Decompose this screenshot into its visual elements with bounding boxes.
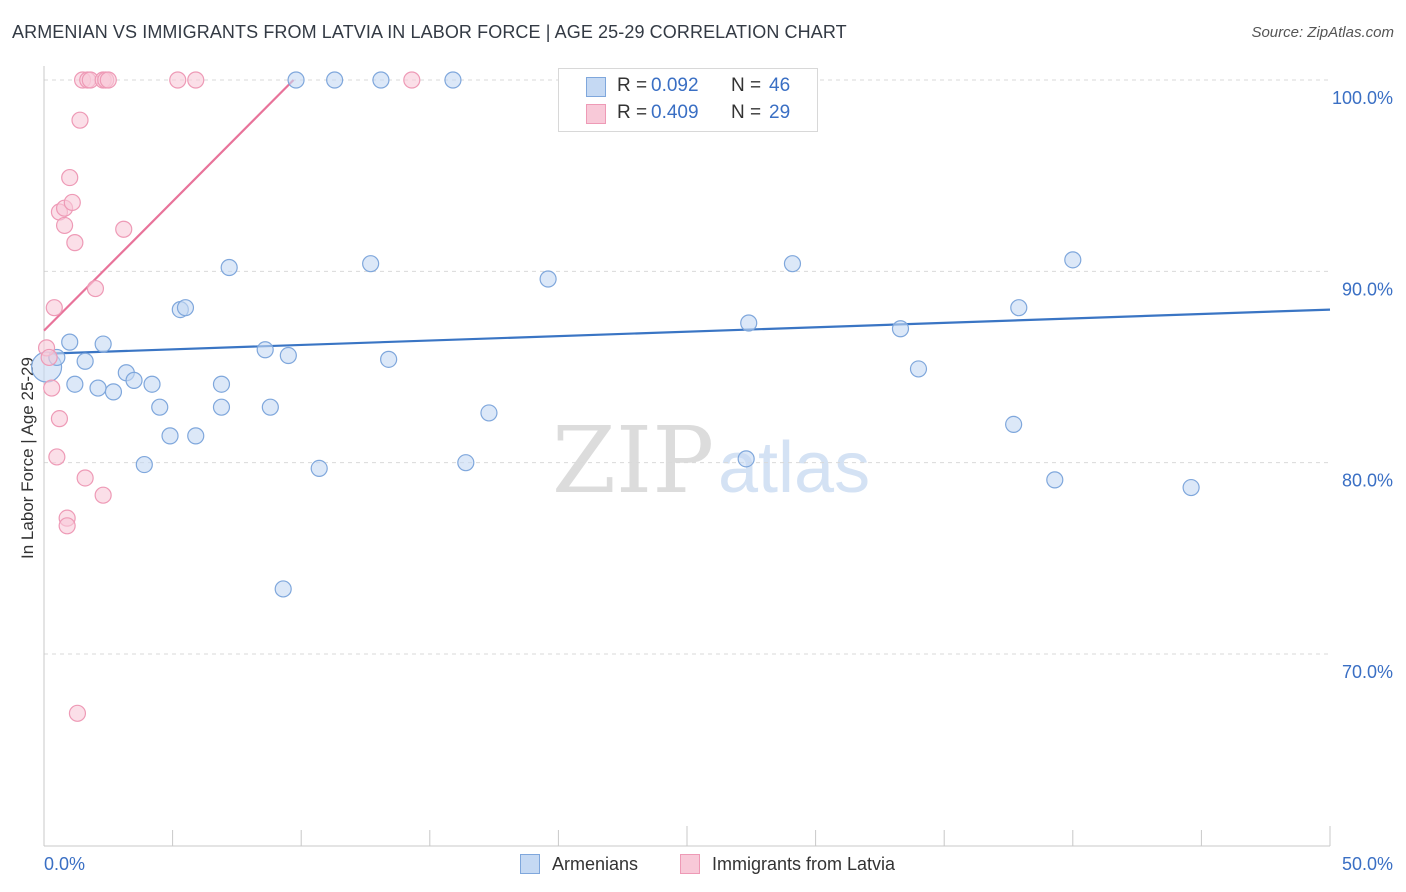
point-armenians: [176, 299, 195, 317]
point-latvia: [115, 220, 133, 238]
point-armenians: [261, 398, 279, 416]
legend-r-value-latvia: 0.409: [651, 102, 699, 123]
point-latvia: [403, 71, 421, 89]
grid-lines: [44, 79, 1330, 655]
legend-label-latvia: Immigrants from Latvia: [712, 853, 896, 874]
point-latvia: [68, 704, 87, 722]
legend-item-armenians: Armenians: [520, 852, 638, 876]
point-armenians: [326, 71, 344, 89]
point-armenians: [380, 350, 398, 368]
legend-swatch-armenians: [520, 854, 540, 874]
point-armenians: [61, 333, 79, 351]
point-latvia: [58, 517, 76, 535]
point-armenians: [212, 375, 231, 393]
point-armenians: [1182, 478, 1200, 497]
legend-r-value-armenians: 0.092: [651, 75, 699, 96]
correlation-legend: R = 0.092 N = 46 R = 0.409 N = 29: [558, 68, 818, 132]
point-armenians: [783, 255, 802, 273]
point-latvia: [71, 111, 89, 129]
point-armenians: [444, 71, 462, 89]
point-armenians: [372, 71, 390, 89]
point-armenians: [151, 398, 169, 416]
point-armenians: [310, 459, 328, 478]
point-armenians: [104, 383, 123, 401]
point-armenians: [274, 580, 292, 598]
trend-line-armenians: [49, 308, 1331, 355]
legend-item-latvia: Immigrants from Latvia: [680, 852, 895, 876]
y-tick-label: 70.0%: [1342, 662, 1393, 682]
chart-source: Source: ZipAtlas.com: [1251, 24, 1394, 41]
legend-r-label: R =: [617, 75, 648, 96]
legend-n-label: N =: [731, 102, 762, 123]
point-armenians: [457, 454, 475, 472]
point-latvia: [50, 410, 69, 428]
point-armenians: [143, 375, 161, 393]
legend-swatch-armenians: [586, 77, 606, 97]
point-latvia: [61, 168, 79, 187]
point-latvia: [76, 469, 94, 487]
point-armenians: [1010, 299, 1028, 317]
legend-swatch-latvia: [680, 854, 700, 874]
point-armenians: [187, 427, 205, 445]
point-armenians: [125, 371, 143, 389]
point-armenians: [279, 346, 297, 365]
legend-n-value-armenians: 46: [769, 75, 791, 96]
point-armenians: [891, 320, 910, 338]
legend-label-armenians: Armenians: [552, 853, 639, 874]
x-tick-label: 50.0%: [1342, 854, 1393, 874]
point-armenians: [256, 341, 274, 359]
point-armenians: [94, 335, 112, 353]
point-armenians: [539, 270, 557, 288]
point-latvia: [45, 299, 63, 317]
point-latvia: [99, 71, 117, 89]
point-armenians: [1046, 471, 1064, 489]
axes: [43, 66, 1331, 847]
point-armenians: [740, 314, 758, 332]
chart-title: ARMENIAN VS IMMIGRANTS FROM LATVIA IN LA…: [12, 22, 847, 42]
point-latvia: [43, 379, 61, 397]
point-armenians: [161, 427, 179, 445]
x-tick-label: 0.0%: [44, 854, 85, 874]
data-points: [30, 71, 1200, 722]
point-armenians: [287, 71, 305, 89]
point-latvia: [66, 234, 84, 252]
y-tick-label: 90.0%: [1342, 279, 1393, 299]
y-tick-label: 100.0%: [1332, 88, 1393, 108]
legend-n-value-latvia: 29: [769, 102, 791, 123]
legend-r-label: R =: [617, 102, 648, 123]
point-armenians: [1064, 251, 1082, 269]
point-armenians: [737, 450, 755, 468]
point-armenians: [1005, 415, 1023, 433]
point-armenians: [76, 352, 94, 370]
point-latvia: [94, 486, 112, 504]
point-armenians: [220, 258, 238, 277]
point-latvia: [63, 193, 81, 212]
legend-swatch-latvia: [586, 104, 606, 124]
point-armenians: [480, 404, 498, 422]
point-armenians: [362, 255, 380, 273]
watermark: ZIP atlas: [552, 407, 870, 514]
point-latvia: [48, 448, 66, 466]
tick-labels: 70.0% 80.0% 90.0% 100.0% 0.0% 50.0%: [44, 88, 1393, 874]
point-armenians: [135, 455, 153, 474]
trend-line-latvia: [43, 79, 295, 332]
y-tick-label: 80.0%: [1342, 471, 1393, 491]
point-latvia: [169, 71, 187, 89]
point-armenians: [212, 398, 231, 416]
point-latvia: [55, 216, 74, 235]
watermark-zip: ZIP: [552, 407, 714, 514]
legend-n-label: N =: [731, 75, 762, 96]
point-latvia: [40, 348, 58, 367]
watermark-atlas: atlas: [718, 428, 870, 508]
point-armenians: [89, 379, 107, 397]
point-armenians: [909, 360, 928, 378]
point-latvia: [187, 71, 205, 89]
point-armenians: [66, 375, 84, 393]
point-latvia: [86, 279, 105, 298]
